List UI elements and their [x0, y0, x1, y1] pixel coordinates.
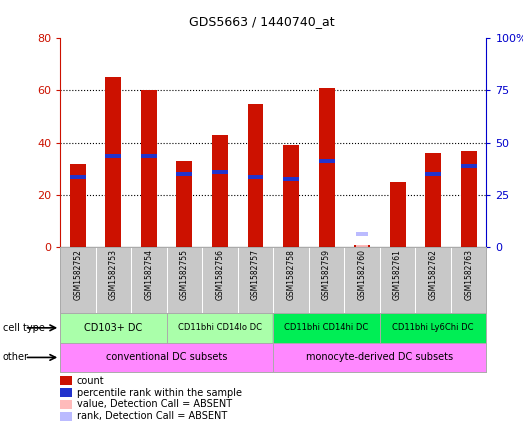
Text: rank, Detection Call = ABSENT: rank, Detection Call = ABSENT: [77, 411, 227, 421]
Bar: [247, 104, 264, 247]
Bar: [461, 151, 476, 247]
Text: CD11bhi CD14lo DC: CD11bhi CD14lo DC: [178, 323, 262, 332]
Bar: [106, 154, 121, 158]
Bar: [70, 175, 86, 179]
Bar: [176, 172, 192, 176]
Text: conventional DC subsets: conventional DC subsets: [106, 352, 228, 363]
Bar: [141, 154, 157, 158]
Text: GSM1582754: GSM1582754: [144, 249, 153, 300]
Text: GSM1582752: GSM1582752: [73, 249, 83, 299]
Text: GSM1582757: GSM1582757: [251, 249, 260, 300]
Bar: [247, 175, 264, 179]
Bar: [354, 245, 370, 247]
Bar: [212, 135, 228, 247]
Text: other: other: [3, 352, 29, 363]
Bar: [319, 88, 335, 247]
Text: CD103+ DC: CD103+ DC: [84, 323, 143, 333]
Bar: [380, 313, 486, 343]
Text: GSM1582753: GSM1582753: [109, 249, 118, 300]
Text: value, Detection Call = ABSENT: value, Detection Call = ABSENT: [77, 399, 232, 409]
Text: GSM1582761: GSM1582761: [393, 249, 402, 299]
Bar: [390, 182, 405, 247]
Text: CD11bhi Ly6Chi DC: CD11bhi Ly6Chi DC: [392, 323, 474, 332]
Text: GSM1582755: GSM1582755: [180, 249, 189, 300]
Text: GSM1582756: GSM1582756: [215, 249, 224, 300]
Text: GSM1582762: GSM1582762: [429, 249, 438, 299]
Bar: [176, 161, 192, 247]
Bar: [461, 165, 476, 168]
Bar: [60, 343, 273, 372]
Text: count: count: [77, 376, 105, 386]
Bar: [167, 313, 273, 343]
Bar: [357, 245, 368, 247]
Text: GSM1582763: GSM1582763: [464, 249, 473, 300]
Text: GSM1582760: GSM1582760: [358, 249, 367, 300]
Bar: [106, 77, 121, 247]
Bar: [273, 313, 380, 343]
Bar: [273, 343, 486, 372]
Bar: [212, 170, 228, 173]
Bar: [425, 153, 441, 247]
Bar: [357, 232, 368, 236]
Text: GSM1582759: GSM1582759: [322, 249, 331, 300]
Text: GDS5663 / 1440740_at: GDS5663 / 1440740_at: [189, 15, 334, 28]
Bar: [319, 159, 335, 163]
Text: cell type: cell type: [3, 323, 44, 333]
Bar: [283, 146, 299, 247]
Text: percentile rank within the sample: percentile rank within the sample: [77, 387, 242, 398]
Text: monocyte-derived DC subsets: monocyte-derived DC subsets: [306, 352, 453, 363]
Bar: [60, 313, 167, 343]
Bar: [70, 164, 86, 247]
Bar: [283, 177, 299, 181]
Text: CD11bhi CD14hi DC: CD11bhi CD14hi DC: [285, 323, 369, 332]
Bar: [425, 172, 441, 176]
Text: GSM1582758: GSM1582758: [287, 249, 295, 299]
Bar: [141, 91, 157, 247]
